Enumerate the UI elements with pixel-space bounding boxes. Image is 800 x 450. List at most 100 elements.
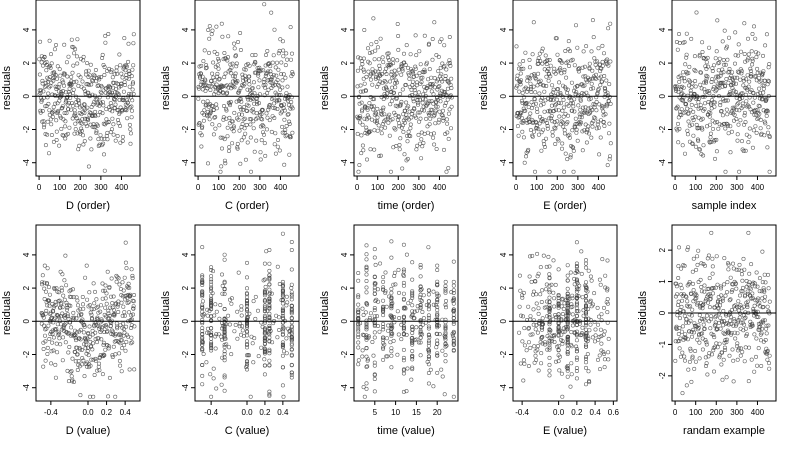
- data-point: [368, 147, 373, 152]
- data-point: [102, 353, 107, 358]
- data-point: [396, 290, 401, 295]
- data-point: [425, 130, 430, 135]
- data-point: [687, 98, 692, 103]
- data-point: [714, 149, 719, 154]
- data-point: [766, 125, 771, 130]
- data-point: [748, 69, 753, 74]
- y-tick-label: -1: [658, 340, 667, 348]
- data-point: [449, 76, 454, 81]
- data-point: [578, 98, 583, 103]
- data-point: [549, 97, 554, 102]
- data-point: [365, 364, 370, 369]
- data-point: [534, 292, 539, 297]
- data-point: [239, 313, 244, 318]
- data-point: [556, 138, 561, 143]
- data-point: [104, 107, 109, 112]
- data-point: [710, 256, 715, 261]
- data-point: [426, 111, 431, 116]
- data-point: [280, 297, 285, 302]
- data-point: [737, 315, 742, 320]
- data-point: [522, 361, 527, 366]
- data-point: [675, 309, 680, 314]
- data-point: [47, 108, 52, 113]
- data-point: [41, 89, 46, 94]
- data-point: [709, 230, 714, 235]
- data-point: [731, 323, 736, 328]
- data-point: [233, 54, 238, 59]
- data-point: [359, 151, 364, 156]
- x-tick-label: 0: [355, 183, 360, 192]
- data-point: [521, 135, 526, 140]
- data-point: [53, 362, 58, 367]
- data-point: [209, 314, 214, 319]
- data-point: [281, 54, 286, 59]
- data-point: [71, 379, 76, 384]
- data-point: [766, 286, 771, 291]
- scatter-points: [200, 231, 294, 399]
- data-point: [124, 108, 129, 113]
- data-point: [86, 68, 91, 73]
- data-point: [110, 127, 115, 132]
- data-point: [61, 293, 66, 298]
- data-point: [439, 37, 444, 42]
- data-point: [420, 100, 425, 105]
- data-point: [767, 299, 772, 304]
- data-point: [267, 315, 272, 320]
- data-point: [235, 141, 240, 146]
- data-point: [540, 316, 545, 321]
- data-point: [103, 347, 108, 352]
- data-point: [200, 319, 205, 324]
- data-point: [106, 31, 111, 36]
- data-point: [386, 114, 391, 119]
- data-point: [393, 282, 398, 287]
- data-point: [711, 63, 716, 68]
- data-point: [210, 28, 215, 33]
- data-point: [79, 128, 84, 133]
- data-point: [251, 80, 256, 85]
- y-axis-title: residuals: [160, 65, 172, 110]
- data-point: [247, 82, 252, 87]
- data-point: [730, 261, 735, 266]
- data-point: [357, 115, 362, 120]
- data-point: [84, 263, 89, 268]
- data-point: [537, 321, 542, 326]
- data-point: [200, 342, 205, 347]
- data-point: [398, 91, 403, 96]
- data-point: [365, 107, 370, 112]
- plot-frame: [353, 0, 459, 177]
- data-point: [237, 88, 242, 93]
- data-point: [586, 268, 591, 273]
- data-point: [84, 69, 89, 74]
- data-point: [558, 66, 563, 71]
- data-point: [359, 133, 364, 138]
- data-point: [80, 117, 85, 122]
- data-point: [214, 102, 219, 107]
- data-point: [560, 341, 565, 346]
- data-point: [41, 364, 46, 369]
- data-point: [93, 124, 98, 129]
- data-point: [380, 55, 385, 60]
- data-point: [597, 152, 602, 157]
- data-point: [392, 270, 397, 275]
- data-point: [556, 348, 561, 353]
- data-point: [217, 316, 222, 321]
- data-point: [674, 284, 679, 289]
- data-point: [541, 127, 546, 132]
- data-point: [549, 94, 554, 99]
- data-point: [69, 294, 74, 299]
- data-point: [437, 332, 442, 337]
- data-point: [565, 87, 570, 92]
- data-point: [531, 129, 536, 134]
- data-point: [696, 96, 701, 101]
- data-point: [98, 101, 103, 106]
- data-point: [673, 86, 678, 91]
- data-point: [541, 83, 546, 88]
- data-point: [358, 114, 363, 119]
- data-point: [61, 80, 66, 85]
- data-point: [420, 144, 425, 149]
- data-point: [209, 298, 214, 303]
- x-tick-label: -0.4: [44, 408, 58, 417]
- data-point: [396, 267, 401, 272]
- data-point: [687, 139, 692, 144]
- data-point: [599, 348, 604, 353]
